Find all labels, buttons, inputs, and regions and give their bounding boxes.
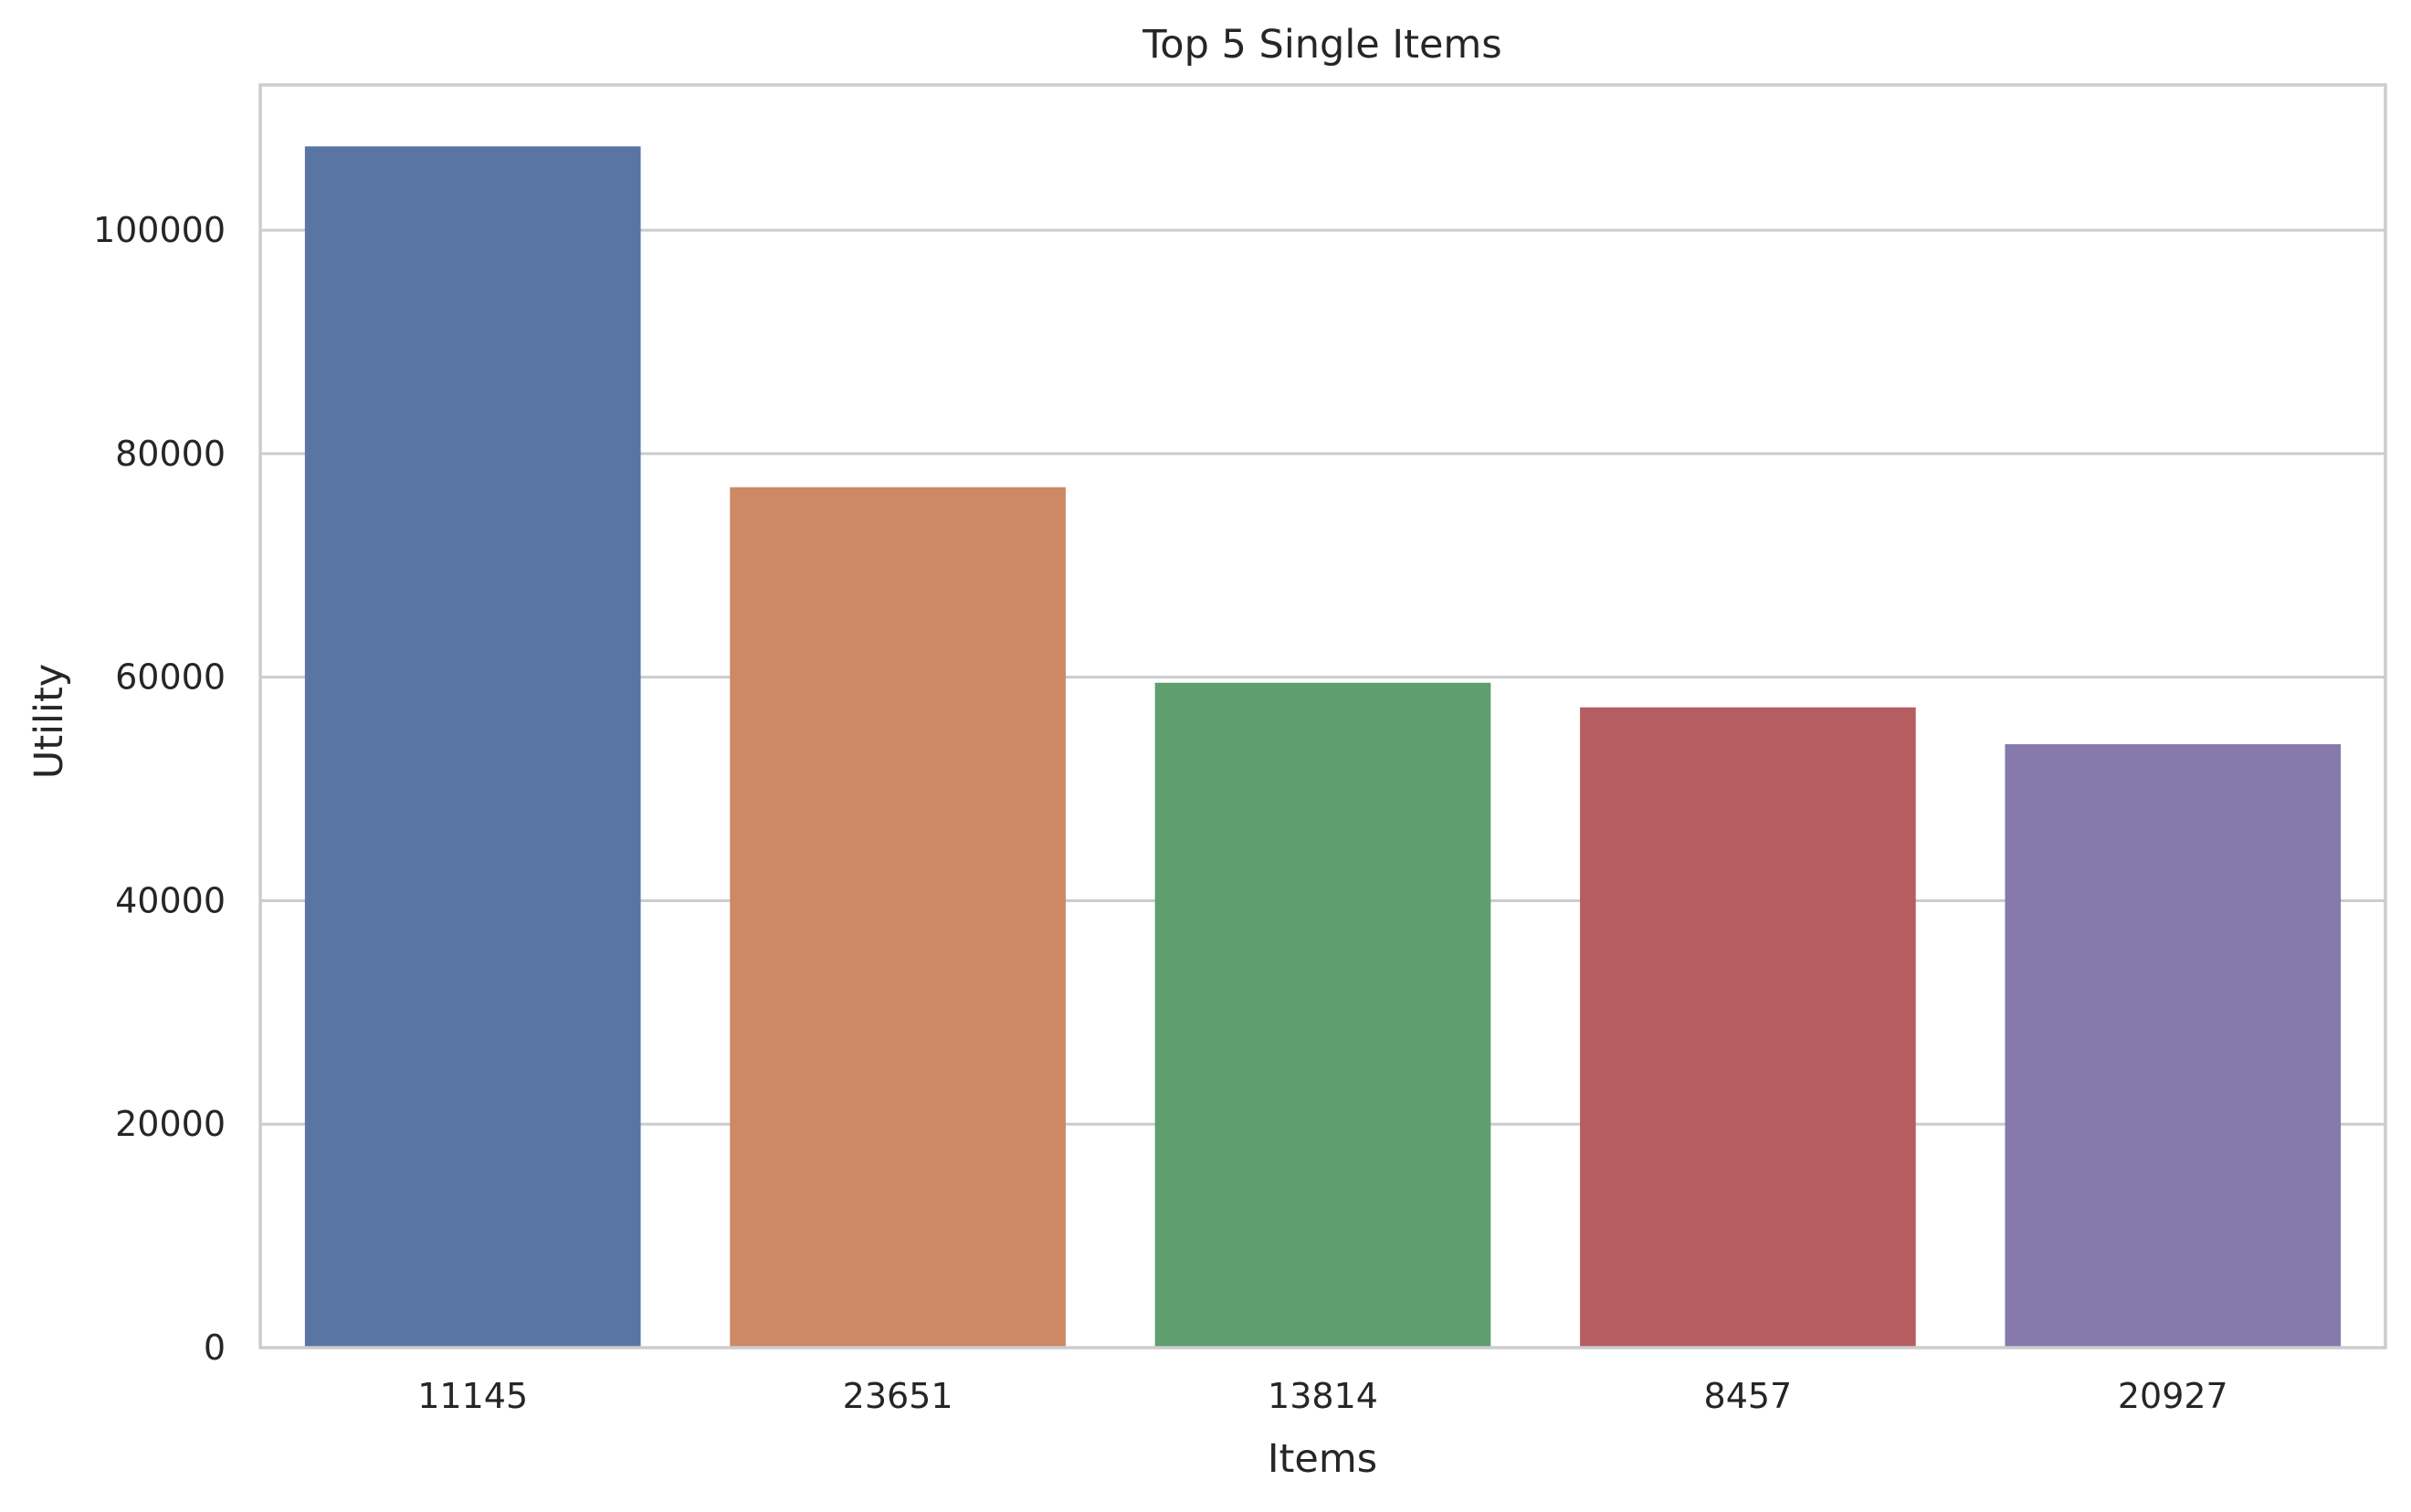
y-tick-labels: 0 20000 40000 60000 80000 100000 (93, 210, 226, 1368)
chart-title: Top 5 Single Items (1142, 22, 1501, 68)
y-tick-label: 20000 (115, 1104, 226, 1144)
plot-frame (258, 83, 2387, 1349)
x-axis-label: Items (1268, 1436, 1377, 1482)
x-tick-label: 23651 (843, 1376, 953, 1416)
bar-20927 (2005, 744, 2342, 1348)
y-tick-label: 80000 (115, 434, 226, 474)
x-tick-label: 13814 (1268, 1376, 1378, 1416)
bar-8457 (1580, 707, 1916, 1348)
y-axis-label: Utility (26, 664, 72, 779)
x-tick-labels: 11145 23651 13814 8457 20927 (417, 1376, 2227, 1416)
y-tick-label: 0 (204, 1328, 226, 1368)
bar-11145 (304, 146, 641, 1348)
y-tick-label: 100000 (93, 210, 226, 250)
x-tick-label: 11145 (417, 1376, 528, 1416)
bar-13814 (1154, 682, 1491, 1348)
x-tick-label: 20927 (2118, 1376, 2228, 1416)
x-tick-label: 8457 (1704, 1376, 1793, 1416)
y-tick-label: 40000 (115, 880, 226, 920)
y-tick-label: 60000 (115, 657, 226, 698)
plot-spines (258, 83, 2387, 1349)
bars (304, 146, 2342, 1348)
bar-23651 (730, 487, 1066, 1348)
